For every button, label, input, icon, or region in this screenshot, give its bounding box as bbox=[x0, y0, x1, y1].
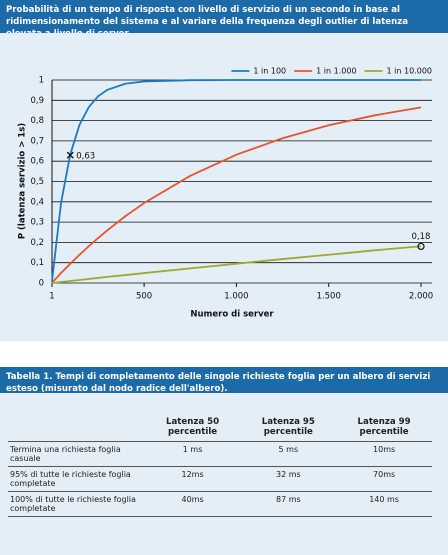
header-cell: Latenza 95 percentile bbox=[261, 417, 315, 437]
legend-label: 1 in 10.000 bbox=[387, 67, 432, 76]
y-axis-label: P (latenza servizio > 1s) bbox=[18, 123, 28, 239]
annotation-marker bbox=[66, 151, 74, 159]
y-tick-label: 0,7 bbox=[30, 136, 44, 146]
y-tick-label: 0 bbox=[39, 279, 44, 289]
table-row: 100% di tutte le richieste foglia comple… bbox=[8, 491, 432, 517]
table-row: 95% di tutte le richieste foglia complet… bbox=[8, 466, 432, 492]
header-cell bbox=[8, 415, 145, 442]
x-tick-label: 500 bbox=[136, 292, 152, 302]
cell: 10ms bbox=[336, 441, 432, 467]
table-panel: Latenza 50 percentile Latenza 95 percenti… bbox=[0, 393, 448, 555]
cell: 1 ms bbox=[144, 441, 241, 467]
x-tick-label: 1 bbox=[49, 292, 54, 302]
chart-title: Probabilità di un tempo di risposta con … bbox=[0, 0, 448, 39]
cell: 70ms bbox=[336, 466, 432, 492]
chart-panel: Numero di server P (latenza servizio > 1… bbox=[0, 33, 448, 341]
y-tick-label: 1 bbox=[39, 76, 44, 86]
y-tick-label: 0,4 bbox=[30, 197, 44, 207]
y-tick-label: 0,3 bbox=[30, 218, 44, 228]
y-tick-label: 0,8 bbox=[30, 116, 44, 126]
annotation-label: 0,63 bbox=[76, 152, 95, 162]
cell: 140 ms bbox=[336, 491, 432, 517]
series-line bbox=[51, 79, 421, 282]
series-line bbox=[51, 245, 422, 284]
legend-label: 1 in 1.000 bbox=[316, 67, 356, 76]
y-tick-label: 0,2 bbox=[30, 238, 44, 248]
y-tick-label: 0,9 bbox=[30, 96, 44, 106]
cell: 12ms bbox=[144, 466, 241, 492]
table-row: Termina una richiesta foglia casuale 1 ms… bbox=[8, 441, 432, 467]
cell: 32 ms bbox=[240, 466, 337, 492]
row-label: Termina una richiesta foglia casuale bbox=[8, 441, 145, 467]
annotation-marker bbox=[417, 242, 425, 251]
x-tick-label: 1.500 bbox=[317, 292, 341, 302]
chart: Numero di server P (latenza servizio > 1… bbox=[18, 67, 434, 320]
x-tick-label: 2.000 bbox=[409, 292, 433, 302]
table: Latenza 50 percentile Latenza 95 percenti… bbox=[8, 415, 432, 517]
row-label: 95% di tutte le richieste foglia complet… bbox=[8, 466, 145, 492]
series-line bbox=[51, 106, 422, 284]
cell: 5 ms bbox=[240, 441, 337, 467]
cell: 40ms bbox=[144, 491, 241, 517]
annotation-label: 0,18 bbox=[412, 232, 431, 242]
table-header-row: Latenza 50 percentile Latenza 95 percenti… bbox=[8, 415, 432, 442]
row-label: 100% di tutte le richieste foglia comple… bbox=[8, 491, 145, 517]
y-tick-label: 0,1 bbox=[30, 258, 44, 268]
header-cell: Latenza 50 percentile bbox=[166, 417, 220, 437]
y-tick-label: 0,5 bbox=[30, 177, 44, 187]
header-cell: Latenza 99 percentile bbox=[357, 417, 411, 437]
x-tick-label: 1.000 bbox=[224, 292, 248, 302]
x-axis-label: Numero di server bbox=[190, 310, 274, 320]
legend-label: 1 in 100 bbox=[253, 67, 286, 76]
y-tick-label: 0,6 bbox=[30, 157, 44, 167]
table-title: Tabella 1. Tempi di completamento delle … bbox=[0, 367, 448, 394]
cell: 87 ms bbox=[240, 491, 337, 517]
